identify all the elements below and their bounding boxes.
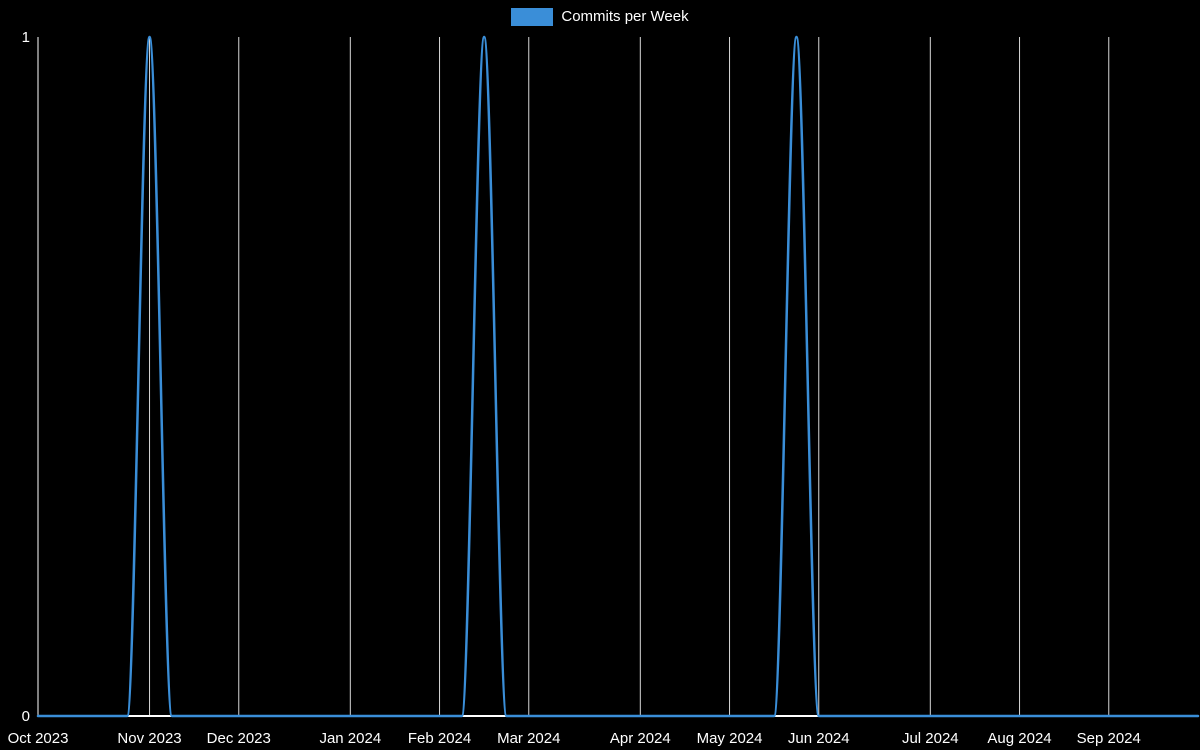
y-axis-labels: 01	[22, 29, 30, 725]
x-tick-label: Sep 2024	[1077, 730, 1141, 747]
x-tick-label: Jul 2024	[902, 730, 959, 747]
x-tick-label: Aug 2024	[987, 730, 1051, 747]
commits-series-line	[36, 35, 1200, 718]
x-tick-label: May 2024	[697, 730, 763, 747]
legend-swatch-icon	[511, 8, 554, 26]
x-tick-label: Jan 2024	[319, 730, 381, 747]
x-axis-labels: Oct 2023 Nov 2023 Dec 2023 Jan 2024 Feb 2024…	[8, 730, 1141, 747]
x-tick-label: Nov 2023	[117, 730, 181, 747]
x-tick-label: Apr 2024	[610, 730, 671, 747]
gridlines	[37, 37, 1110, 716]
x-tick-label: Feb 2024	[408, 730, 471, 747]
x-tick-label: Oct 2023	[8, 730, 69, 747]
x-tick-label: Dec 2023	[207, 730, 271, 747]
axes	[37, 37, 1198, 717]
x-tick-label: Jun 2024	[788, 730, 850, 747]
commits-line-path	[36, 35, 1200, 718]
legend-label: Commits per Week	[561, 8, 689, 25]
y-tick-label: 1	[22, 29, 30, 46]
x-tick-label: Mar 2024	[497, 730, 560, 747]
chart-legend[interactable]: Commits per Week	[0, 8, 1200, 26]
y-tick-label: 0	[22, 708, 30, 725]
